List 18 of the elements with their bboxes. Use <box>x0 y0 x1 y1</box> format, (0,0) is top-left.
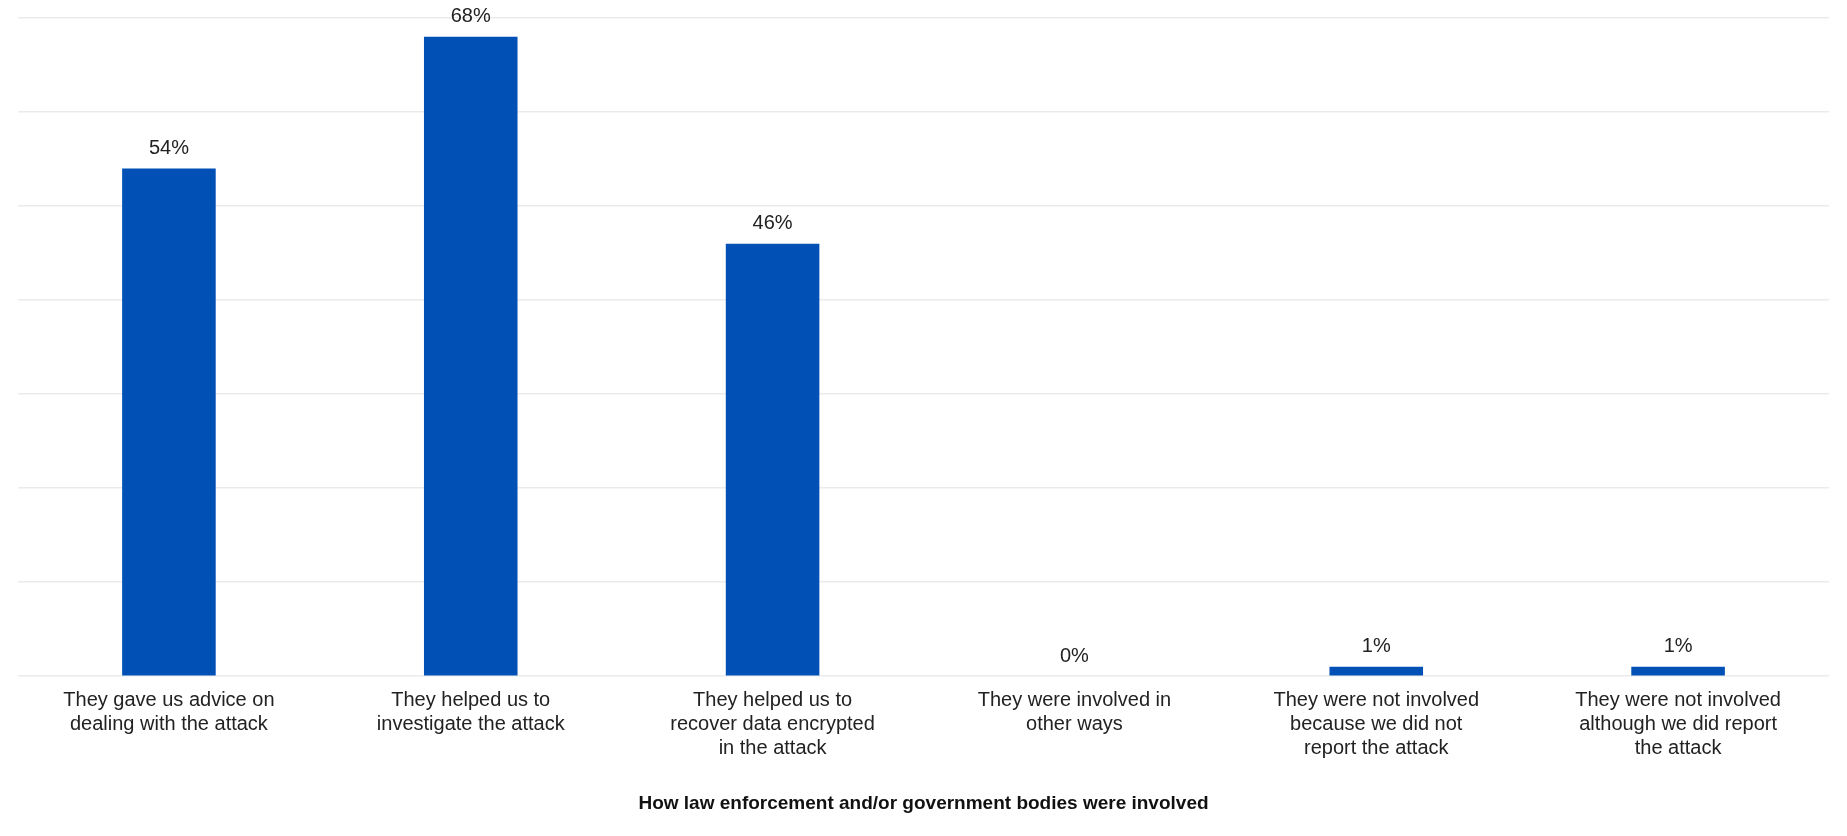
data-label: 1% <box>1361 634 1391 657</box>
bar <box>423 36 518 676</box>
bar <box>1631 666 1725 676</box>
x-tick-label: They gave us advice on dealing with the attack <box>63 687 275 734</box>
data-label: 1% <box>1663 634 1693 657</box>
bar <box>725 243 820 676</box>
x-axis-title: How law enforcement and/or government bodies were involved <box>638 791 1209 813</box>
data-label: 0% <box>1059 643 1090 666</box>
data-label: 68% <box>450 4 491 27</box>
x-tick-label: They were not involved although we did report the attack <box>1575 687 1781 758</box>
data-label: 46% <box>752 211 793 234</box>
x-tick-label: They were involved in other ways <box>977 687 1172 734</box>
bar <box>1329 666 1424 676</box>
x-tick-label: They were not involved because we did not report the attack <box>1273 687 1480 758</box>
bar <box>122 168 216 676</box>
x-tick-label: They helped us to recover data encrypted in the attack <box>670 687 875 758</box>
data-label: 54% <box>148 135 190 158</box>
x-tick-label: They helped us to investigate the attack <box>376 687 566 734</box>
